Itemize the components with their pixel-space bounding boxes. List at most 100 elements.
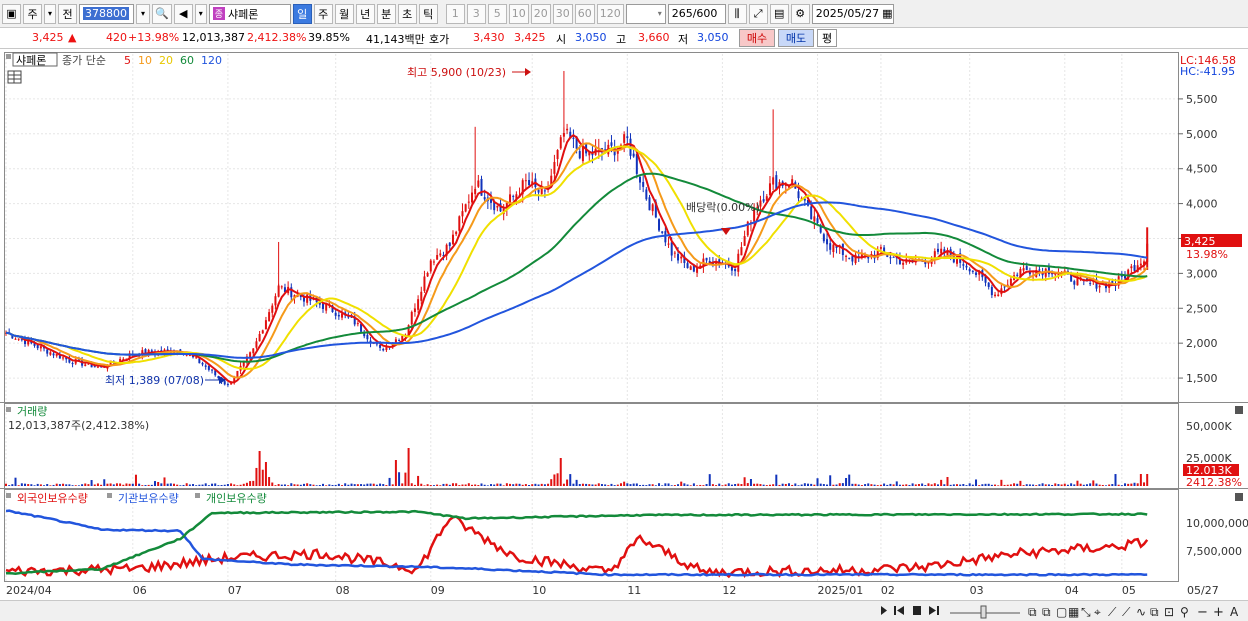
volume-bar xyxy=(715,485,718,486)
search-icon[interactable]: 🔍 xyxy=(152,3,172,24)
ma-legend-60[interactable]: 60 xyxy=(180,54,194,67)
zoom-slider[interactable] xyxy=(950,605,1020,619)
mode1-button[interactable]: 주 xyxy=(23,3,42,24)
trend-icon[interactable]: ⟋ xyxy=(1122,605,1131,619)
holding-close-icon[interactable] xyxy=(1235,493,1243,501)
volume-bar xyxy=(734,484,737,486)
volume-bar xyxy=(153,481,156,486)
last-icon[interactable] xyxy=(929,606,939,615)
volume-bar xyxy=(477,485,480,486)
period-month[interactable]: 월 xyxy=(334,3,354,24)
volume-bar xyxy=(350,483,353,486)
volume-bar xyxy=(848,474,851,486)
speaker-icon[interactable]: ◀ xyxy=(173,3,193,24)
table-icon[interactable]: ▦ xyxy=(1068,605,1079,619)
volume-bar xyxy=(768,484,771,486)
wave-icon[interactable]: ∿ xyxy=(1136,605,1146,619)
dropdown-icon[interactable]: ▾ xyxy=(44,3,56,24)
volume-bar xyxy=(467,483,470,486)
marker-icon[interactable]: ⊡ xyxy=(1164,605,1174,619)
candle xyxy=(432,259,435,266)
ma-legend-prefix: 종가 단순 xyxy=(62,54,106,67)
volume-bar xyxy=(635,483,638,486)
ma-legend-20[interactable]: 20 xyxy=(159,54,173,67)
volume-title[interactable]: 거래량 xyxy=(17,405,47,418)
interval-120[interactable]: 120 xyxy=(596,3,624,24)
interval-60[interactable]: 60 xyxy=(574,3,595,24)
holding-legend-individual[interactable]: 개인보유수량 xyxy=(206,492,267,505)
draw-tool-icon[interactable]: ⤢ xyxy=(748,3,768,24)
candle xyxy=(512,194,515,201)
candle xyxy=(477,174,480,188)
volume-bar xyxy=(410,483,413,486)
interval-1[interactable]: 1 xyxy=(445,3,465,24)
ma-legend-5[interactable]: 5 xyxy=(124,54,131,67)
volume-bar xyxy=(201,484,204,486)
volume-bar xyxy=(160,483,163,486)
volume-close-icon[interactable] xyxy=(1235,406,1243,414)
count-field[interactable]: 265/600 xyxy=(667,3,726,24)
zoom-out-icon[interactable]: − xyxy=(1197,605,1208,620)
interval-select[interactable]: ▾ xyxy=(625,3,666,24)
link-icon[interactable]: ⧉ xyxy=(1150,605,1159,619)
stop-icon[interactable] xyxy=(913,606,921,615)
date-field[interactable]: 2025/05/27 ▦ xyxy=(811,3,894,24)
candle-type-icon[interactable]: ⫼ xyxy=(727,3,747,24)
interval-30[interactable]: 30 xyxy=(552,3,573,24)
buy-button[interactable]: 매수 xyxy=(739,29,775,47)
candle xyxy=(1098,284,1101,293)
zoom-in-icon[interactable]: + xyxy=(1213,605,1224,620)
gear-icon[interactable]: ⚙ xyxy=(790,3,810,24)
layout-icon[interactable]: ▣ xyxy=(2,3,21,24)
stock-name-field[interactable]: 종 샤페론 xyxy=(208,3,291,24)
candle xyxy=(290,283,293,303)
period-second[interactable]: 초 xyxy=(397,3,417,24)
code-input[interactable]: 378800 xyxy=(79,3,134,24)
window-icon[interactable]: ▢ xyxy=(1056,605,1067,619)
font-size-icon[interactable]: A xyxy=(1230,605,1239,619)
period-year[interactable]: 년 xyxy=(355,3,375,24)
sell-button[interactable]: 매도 xyxy=(778,29,814,47)
candle xyxy=(635,151,638,179)
volume-bar xyxy=(429,485,432,486)
first-icon[interactable] xyxy=(894,606,904,615)
volume-bar xyxy=(1003,484,1006,486)
magnify-icon[interactable]: ⚲ xyxy=(1180,605,1189,619)
interval-3[interactable]: 3 xyxy=(466,3,486,24)
volume-bar xyxy=(271,482,274,486)
ma-legend-10[interactable]: 10 xyxy=(138,54,152,67)
avg-button[interactable]: 평 xyxy=(817,29,837,47)
candle xyxy=(845,254,848,262)
period-day[interactable]: 일 xyxy=(292,3,312,24)
period-week[interactable]: 주 xyxy=(313,3,333,24)
holding-legend-institution[interactable]: 기관보유수량 xyxy=(118,492,179,505)
ma-legend-120[interactable]: 120 xyxy=(201,54,222,67)
holding-legend-foreign[interactable]: 외국인보유수량 xyxy=(17,492,88,505)
volume-bar xyxy=(816,478,819,486)
volume-bar xyxy=(971,484,974,486)
save-icon[interactable]: ▤ xyxy=(769,3,789,24)
interval-20[interactable]: 20 xyxy=(530,3,551,24)
cursor-icon[interactable]: ⤡ xyxy=(1081,605,1091,619)
crosshair-icon[interactable]: ⌖ xyxy=(1094,605,1101,619)
price-tick: 5,000 xyxy=(1186,128,1218,141)
interval-10[interactable]: 10 xyxy=(508,3,529,24)
stock-name-tag[interactable]: 샤페론 xyxy=(16,54,46,67)
line-tool-icon[interactable]: ⟋ xyxy=(1108,605,1117,619)
mode2-button[interactable]: 전 xyxy=(58,3,77,24)
volume-bar xyxy=(1076,480,1079,486)
volume-bar xyxy=(921,483,924,486)
code-dropdown-icon[interactable]: ▾ xyxy=(136,3,150,24)
volume-bar xyxy=(169,483,172,486)
dropdown-icon[interactable]: ▾ xyxy=(194,3,207,24)
volume-bar xyxy=(930,484,933,486)
scroll-right-icon[interactable] xyxy=(881,606,887,615)
period-tick[interactable]: 틱 xyxy=(418,3,438,24)
screen-icon[interactable]: ⧉ xyxy=(1028,605,1037,619)
candle xyxy=(436,248,439,260)
split-icon[interactable]: ⧉ xyxy=(1042,605,1051,619)
volume-bar xyxy=(103,479,106,486)
candle xyxy=(835,245,838,254)
interval-5[interactable]: 5 xyxy=(487,3,507,24)
period-minute[interactable]: 분 xyxy=(376,3,396,24)
